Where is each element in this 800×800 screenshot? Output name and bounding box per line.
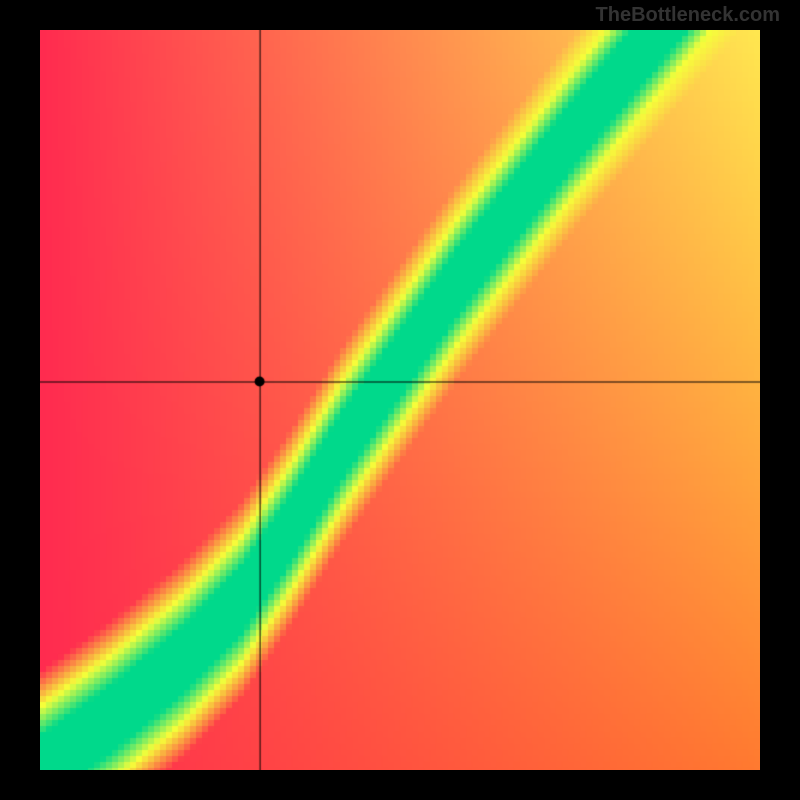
chart-container: TheBottleneck.com [0, 0, 800, 800]
plot-area [40, 30, 760, 770]
watermark-text: TheBottleneck.com [596, 4, 780, 27]
heatmap-canvas [40, 30, 760, 770]
